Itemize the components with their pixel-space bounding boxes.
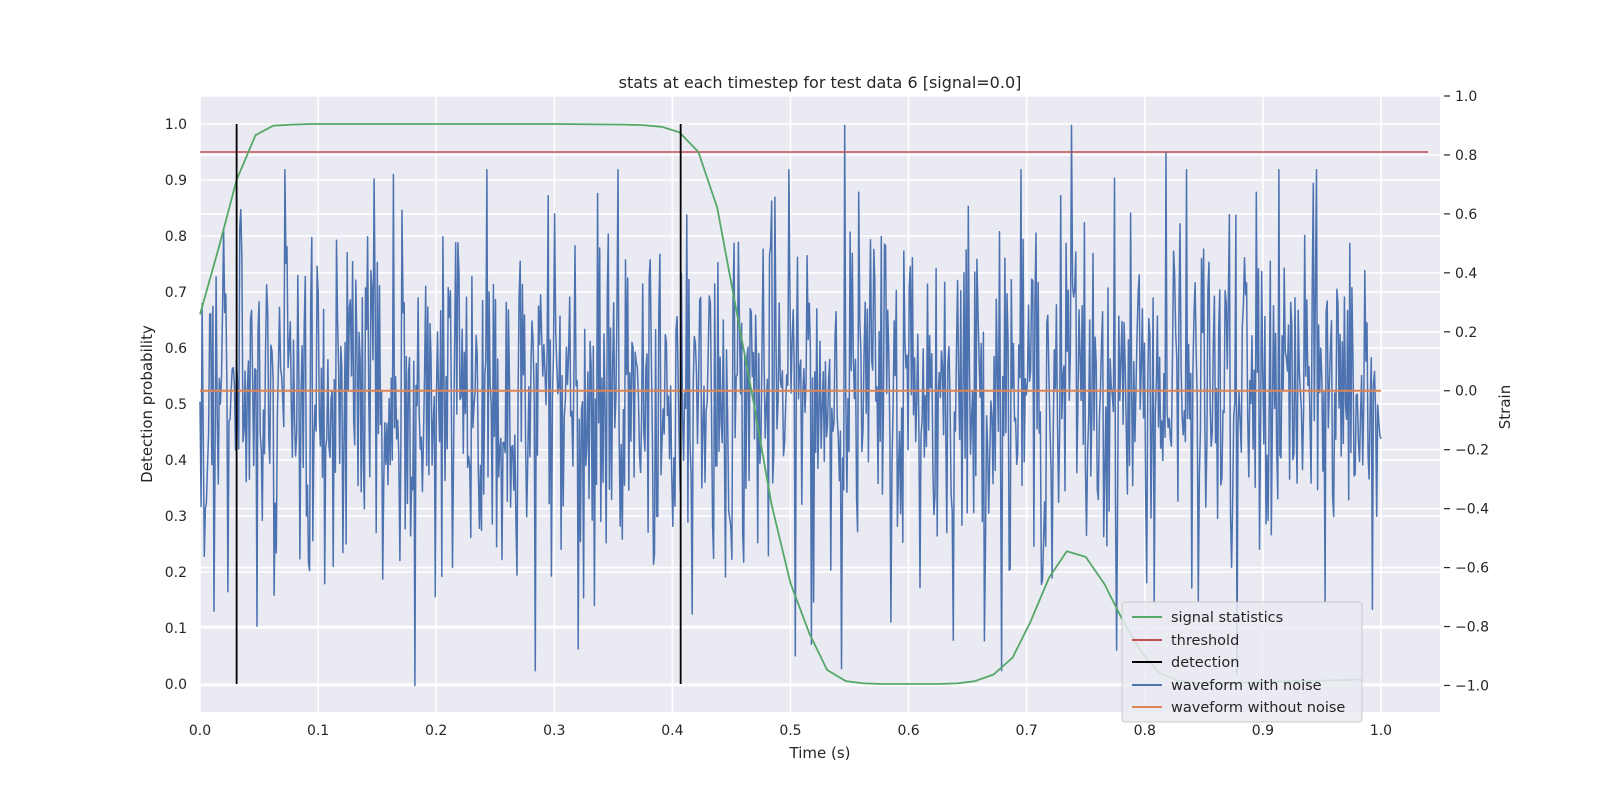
y-right-tick-label: 0.2 bbox=[1455, 325, 1477, 341]
x-axis: 0.0 0.1 0.2 0.3 0.4 0.5 0.6 0.7 0.8 0.9 1.0 bbox=[189, 723, 1392, 739]
x-tick-label: 0.3 bbox=[543, 723, 565, 739]
y-left-tick-label: 0.6 bbox=[165, 341, 187, 357]
x-tick-label: 0.4 bbox=[661, 723, 683, 739]
legend-label-waveform-without-noise: waveform without noise bbox=[1171, 700, 1345, 716]
x-tick-label: 1.0 bbox=[1370, 723, 1392, 739]
x-tick-label: 0.5 bbox=[779, 723, 801, 739]
y-left-tick-label: 1.0 bbox=[165, 117, 187, 133]
legend-box bbox=[1121, 601, 1363, 723]
y-axis-left-label: Detection probability bbox=[138, 325, 156, 483]
y-axis-left: 0.0 0.1 0.2 0.3 0.4 0.5 0.6 0.7 0.8 0.9 1.0 bbox=[165, 117, 187, 693]
y-right-tick-label: −0.4 bbox=[1455, 502, 1489, 518]
y-right-tick-label: 0.6 bbox=[1455, 207, 1477, 223]
y-left-tick-label: 0.0 bbox=[165, 677, 187, 693]
legend-label-signal-statistics: signal statistics bbox=[1171, 610, 1283, 626]
y-left-tick-label: 0.9 bbox=[165, 173, 187, 189]
x-tick-label: 0.7 bbox=[1016, 723, 1038, 739]
y-left-tick-label: 0.2 bbox=[165, 565, 187, 581]
y-right-tick-label: 0.0 bbox=[1455, 384, 1477, 400]
y-axis-right: −1.0 −0.8 −0.6 −0.4 −0.2 0.0 0.2 0.4 0.6 0.8 1.0 bbox=[1444, 89, 1489, 694]
y-right-tick-label: −0.8 bbox=[1455, 620, 1489, 636]
y-left-tick-label: 0.1 bbox=[165, 621, 187, 637]
chart-title: stats at each timestep for test data 6 [… bbox=[619, 73, 1022, 92]
x-tick-label: 0.6 bbox=[897, 723, 919, 739]
x-axis-label: Time (s) bbox=[789, 744, 851, 762]
y-right-tick-label: 0.4 bbox=[1455, 266, 1477, 282]
y-right-tick-label: −1.0 bbox=[1455, 678, 1489, 694]
y-left-tick-label: 0.7 bbox=[165, 285, 187, 301]
x-tick-label: 0.0 bbox=[189, 723, 211, 739]
y-left-tick-label: 0.5 bbox=[165, 397, 187, 413]
x-tick-label: 0.9 bbox=[1252, 723, 1274, 739]
y-right-tick-label: −0.2 bbox=[1455, 443, 1489, 459]
y-right-tick-label: 1.0 bbox=[1455, 89, 1477, 105]
x-tick-label: 0.2 bbox=[425, 723, 447, 739]
x-tick-label: 0.1 bbox=[307, 723, 329, 739]
y-axis-right-label: Strain bbox=[1496, 385, 1514, 429]
x-tick-label: 0.8 bbox=[1134, 723, 1156, 739]
y-left-tick-label: 0.8 bbox=[165, 229, 187, 245]
legend: signal statistics threshold detection wa… bbox=[1121, 601, 1363, 723]
y-right-tick-label: 0.8 bbox=[1455, 148, 1477, 164]
y-left-tick-label: 0.3 bbox=[165, 509, 187, 525]
series-layer bbox=[199, 123, 1429, 687]
legend-label-waveform-with-noise: waveform with noise bbox=[1171, 678, 1322, 694]
y-right-tick-label: −0.6 bbox=[1455, 561, 1489, 577]
legend-label-detection: detection bbox=[1171, 655, 1239, 671]
y-left-tick-label: 0.4 bbox=[165, 453, 187, 469]
series-waveform-with-noise bbox=[199, 124, 1382, 687]
legend-label-threshold: threshold bbox=[1171, 633, 1239, 649]
